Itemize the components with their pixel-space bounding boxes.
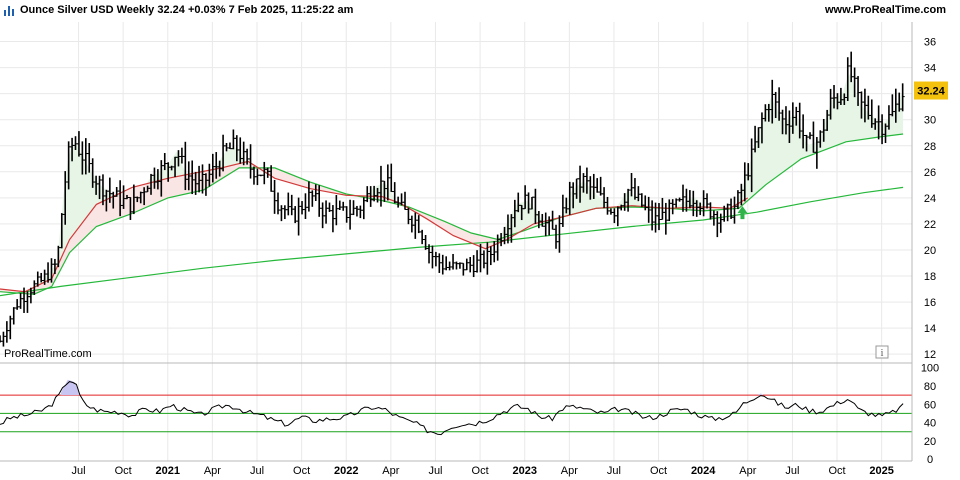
price-tick-label: 36 [924, 37, 936, 49]
time-tick-label: Jul [71, 465, 85, 477]
rsi-tick-label: 0 [927, 454, 933, 466]
time-tick-label: Apr [204, 465, 221, 477]
info-icon-glyph: i [881, 348, 884, 359]
price-tick-label: 22 [924, 219, 936, 231]
price-tick-label: 20 [924, 245, 936, 257]
price-tick-label: 24 [924, 193, 936, 205]
watermark: ProRealTime.com [4, 348, 92, 360]
rsi-panel [0, 379, 912, 436]
info-icon[interactable] [875, 345, 889, 359]
price-tick-label: 26 [924, 167, 936, 179]
price-tick-label: 16 [924, 297, 936, 309]
ma-mid-line [0, 133, 904, 295]
chart-type-icon [4, 4, 16, 16]
price-tick-label: 28 [924, 141, 936, 153]
price-tick-label: 18 [924, 271, 936, 283]
chart-header: Ounce Silver USD Weekly 32.24 +0.03% 7 F… [4, 4, 353, 16]
time-tick-label: Oct [293, 465, 310, 477]
rsi-tick-label: 80 [924, 381, 936, 393]
buy-signal-arrow [737, 206, 748, 220]
price-tick-label: 30 [924, 115, 936, 127]
time-tick-label: Jul [250, 465, 264, 477]
time-tick-label: 2025 [869, 465, 893, 477]
time-tick-label: 2022 [334, 465, 358, 477]
chart-title: Ounce Silver USD Weekly 32.24 +0.03% 7 F… [20, 4, 354, 16]
rsi-tick-label: 60 [924, 399, 936, 411]
time-tick-label: Apr [382, 465, 399, 477]
time-tick-label: Jul [785, 465, 799, 477]
axes: 12141618202224262830323436JulOct2021AprJ… [0, 22, 948, 477]
rsi-tick-label: 40 [924, 418, 936, 430]
site-name[interactable]: www.ProRealTime.com [824, 4, 946, 16]
ma-slow-line [0, 186, 904, 297]
time-tick-label: Oct [115, 465, 132, 477]
time-tick-label: 2023 [512, 465, 536, 477]
rsi-line [0, 381, 904, 436]
time-tick-label: Oct [828, 465, 845, 477]
time-tick-label: Jul [428, 465, 442, 477]
price-tick-label: 12 [924, 349, 936, 361]
time-tick-label: Jul [607, 465, 621, 477]
rsi-overbought-fill [758, 393, 764, 396]
last-price-badge [914, 81, 948, 100]
last-price-label: 32.24 [917, 86, 945, 98]
time-tick-label: 2024 [691, 465, 716, 477]
price-bars [0, 51, 905, 347]
ma-band-fill [0, 73, 904, 295]
rsi-tick-label: 20 [924, 436, 936, 448]
price-tick-label: 34 [924, 63, 936, 75]
time-tick-label: Apr [561, 465, 578, 477]
time-tick-label: Oct [472, 465, 489, 477]
time-tick-label: Oct [650, 465, 667, 477]
price-tick-label: 14 [924, 323, 936, 335]
time-tick-label: 2021 [156, 465, 180, 477]
rsi-tick-label: 100 [921, 363, 939, 375]
time-tick-label: Apr [739, 465, 756, 477]
